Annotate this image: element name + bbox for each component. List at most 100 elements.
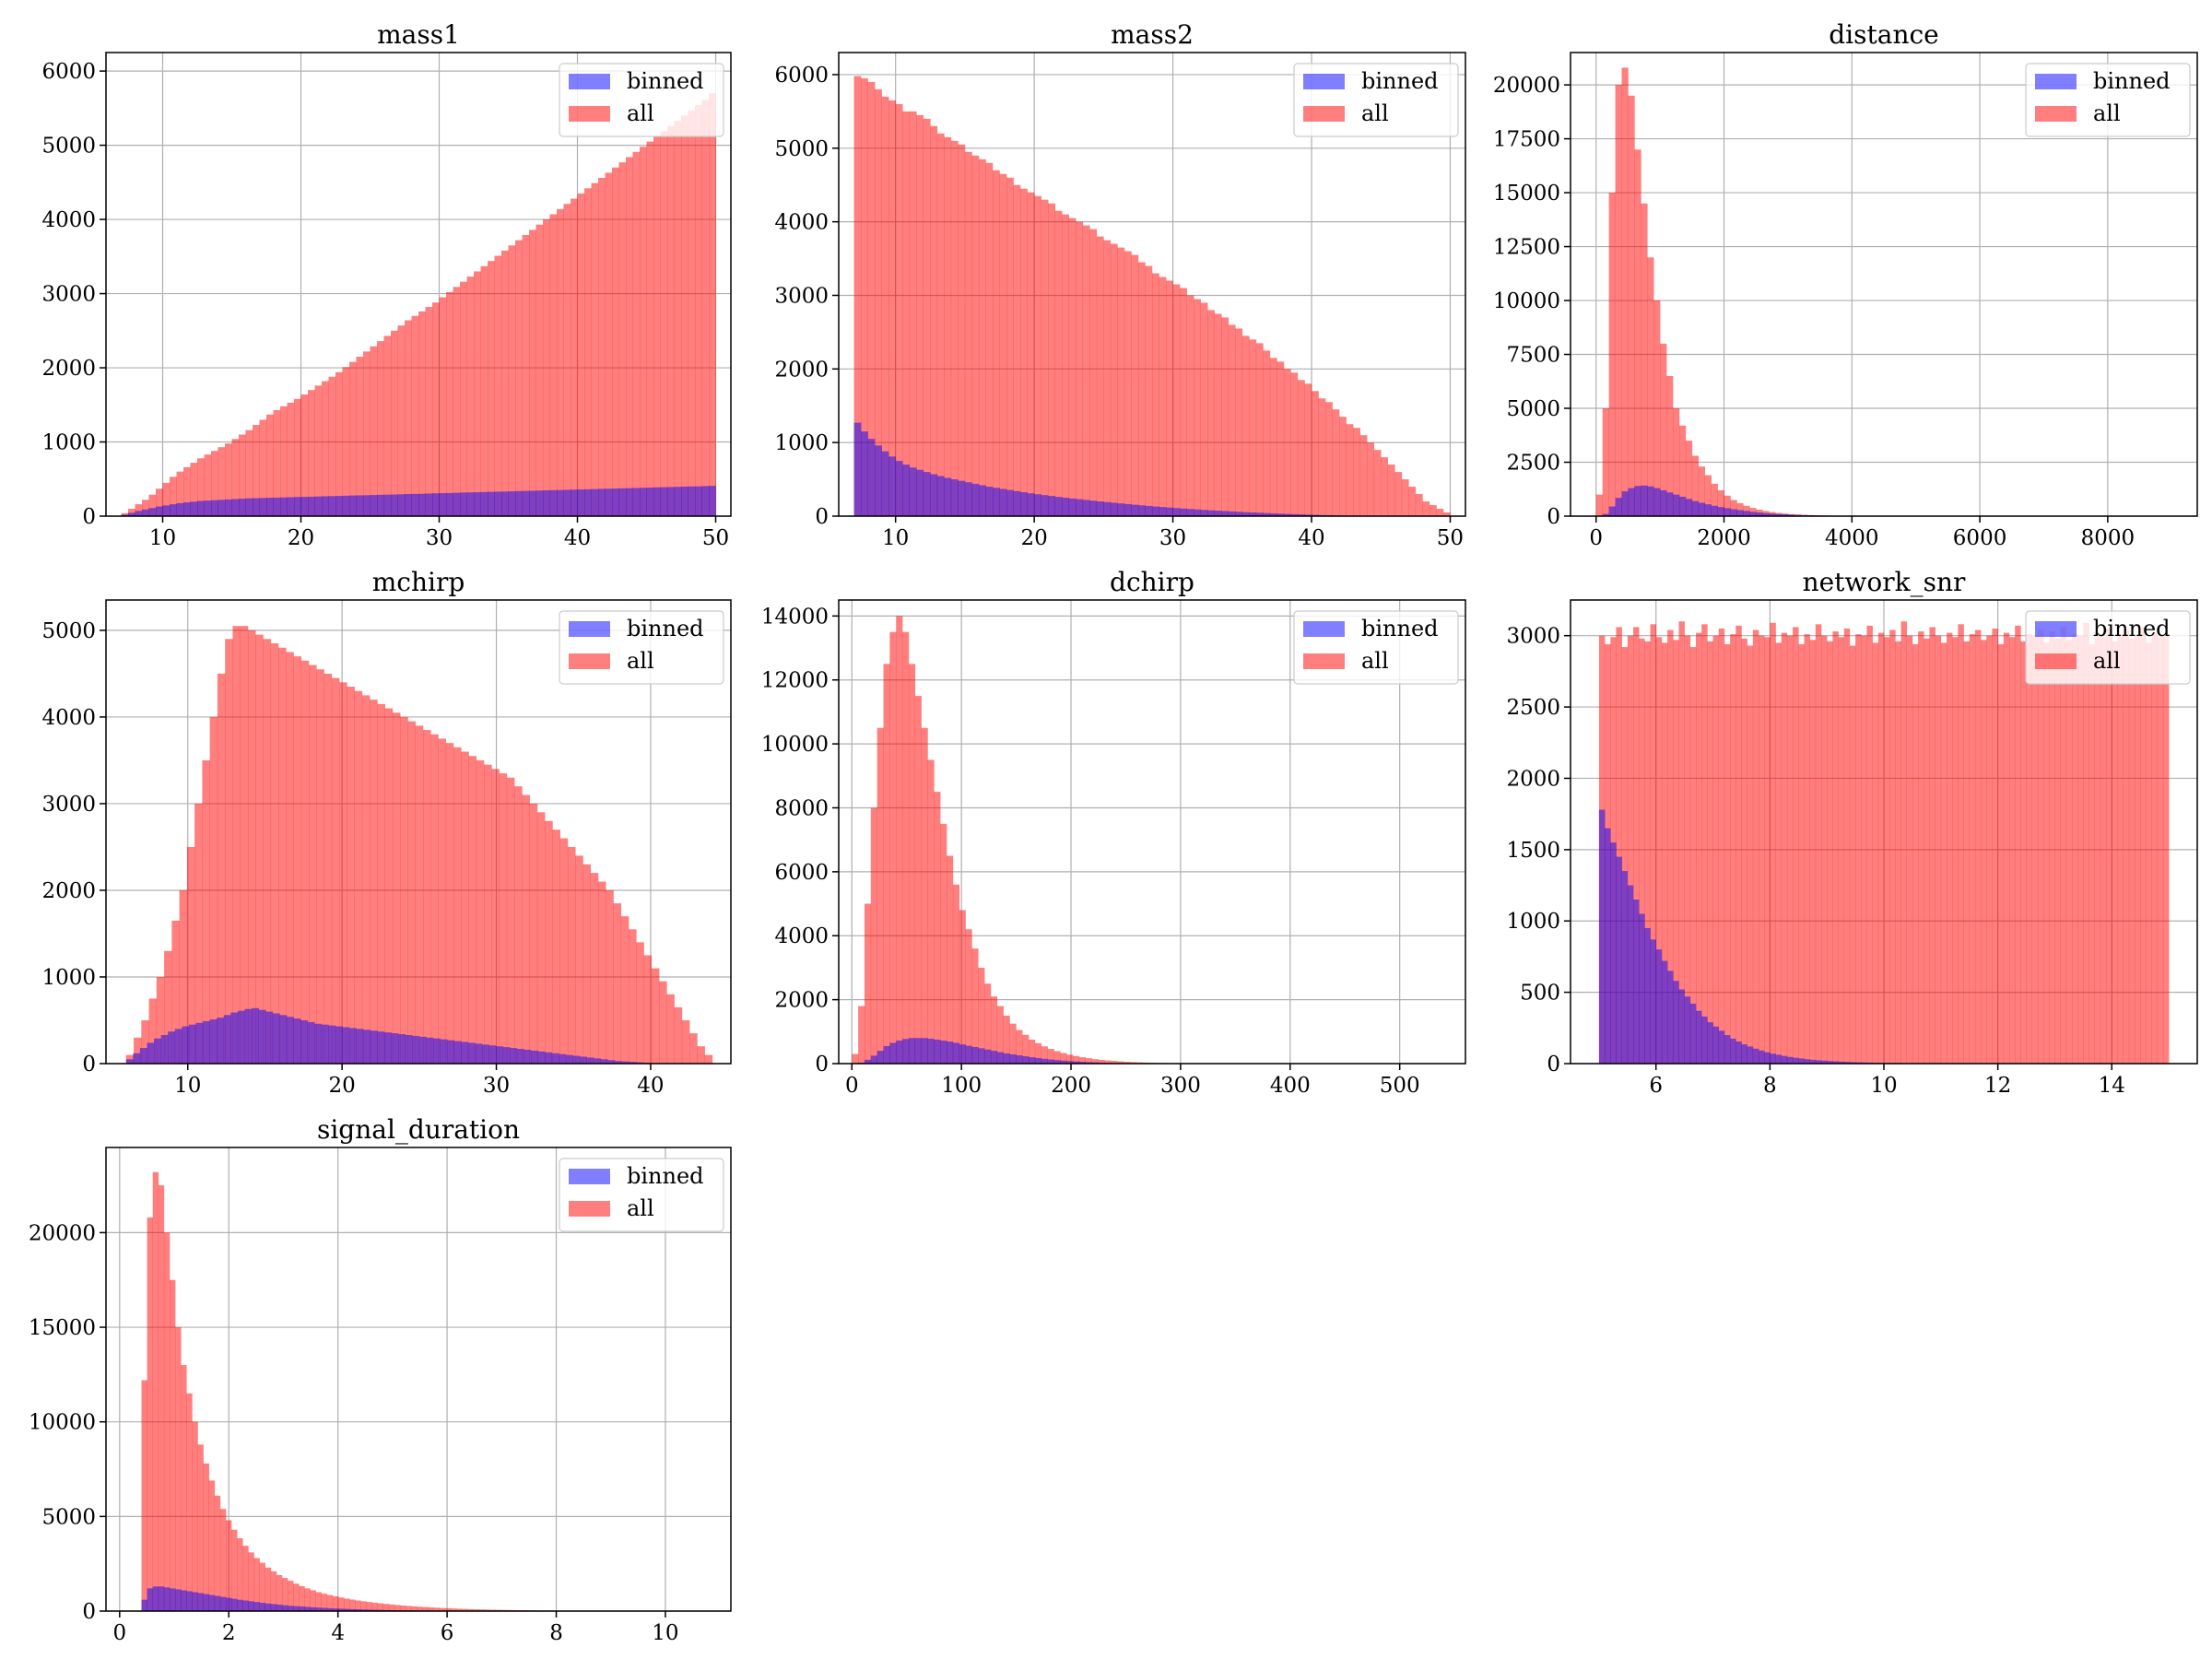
histogram-bar-all: [181, 1365, 187, 1611]
histogram-bar-binned: [294, 497, 301, 516]
histogram-bar-binned: [225, 1597, 232, 1611]
histogram-bar-all: [1647, 257, 1654, 516]
histogram-bar-binned: [598, 488, 606, 516]
histogram-bar-binned: [978, 1048, 985, 1064]
histogram-bar-binned: [632, 488, 641, 516]
histogram-bar-binned: [1730, 1038, 1736, 1064]
histogram-bar-all: [940, 823, 947, 1064]
histogram-bar-binned: [1214, 511, 1222, 516]
histogram-bar-all: [1096, 236, 1104, 516]
histogram-bar-all: [590, 873, 599, 1064]
histogram-bar-all: [2146, 642, 2152, 1064]
histogram-bar-all: [265, 1567, 272, 1611]
histogram-bar-all: [1076, 221, 1084, 516]
histogram-bar-all: [688, 110, 696, 516]
histogram-bar-all: [411, 315, 419, 516]
legend: binned all: [559, 610, 724, 685]
histogram-bar-all: [466, 276, 475, 516]
histogram-bar-all: [571, 198, 578, 516]
y-tick-label: 6000: [41, 60, 96, 84]
histogram-bar-all: [914, 696, 922, 1064]
histogram-bar-all: [1711, 483, 1718, 516]
histogram-bar-binned: [1048, 496, 1055, 516]
legend-swatch-all: [569, 653, 610, 669]
histogram-bar-all: [1798, 643, 1805, 1064]
histogram-bar-all: [383, 335, 392, 516]
histogram-bar-all: [1958, 624, 1964, 1064]
histogram-bar-all: [1269, 358, 1277, 516]
histogram-bar-all: [2112, 641, 2118, 1064]
histogram-bar-all: [1117, 247, 1125, 516]
histogram-bar-all: [370, 700, 378, 1064]
histogram-bar-all: [1764, 637, 1771, 1064]
histogram-bar-binned: [217, 1018, 225, 1064]
histogram-bar-all: [529, 229, 536, 516]
y-tick-label: 500: [1520, 982, 1560, 1006]
histogram-bar-binned: [1221, 511, 1230, 516]
histogram-bar-all: [667, 125, 675, 516]
histogram-bar-all: [360, 1601, 367, 1611]
histogram-bar-all: [361, 695, 371, 1064]
histogram-bar-binned: [958, 480, 966, 516]
histogram-bar-binned: [1117, 503, 1125, 516]
histogram-bar-binned: [621, 1061, 629, 1064]
histogram-bar-binned: [1194, 509, 1201, 516]
histogram-bar-all: [1707, 641, 1713, 1064]
histogram-bar-binned: [1793, 1057, 1799, 1064]
histogram-bar-binned: [1821, 1060, 1828, 1064]
histogram-bar-binned: [572, 1055, 581, 1064]
histogram-bar-binned: [391, 494, 398, 516]
histogram-bar-all: [992, 170, 1000, 516]
y-tick-label: 1000: [41, 966, 96, 990]
histogram-bar-binned: [1172, 508, 1181, 516]
histogram-bar-all: [356, 356, 364, 516]
x-tick-label: 10: [1870, 1074, 1897, 1098]
histogram-bar-all: [1373, 450, 1382, 516]
histogram-bar-all: [1116, 1061, 1124, 1064]
legend-label-binned: binned: [627, 68, 704, 94]
histogram-bar-all: [156, 976, 165, 1064]
histogram-bar-all: [171, 920, 180, 1064]
histogram-bar-all: [934, 792, 941, 1064]
histogram-bar-binned: [971, 483, 980, 516]
histogram-bar-all: [491, 769, 500, 1064]
histogram-bar-all: [299, 1585, 305, 1611]
histogram-bar-all: [1062, 214, 1070, 516]
histogram-bar-binned: [195, 1022, 204, 1064]
chart-title: distance: [1829, 19, 1938, 50]
histogram-bar-binned: [147, 1588, 153, 1611]
histogram-bar-all: [366, 1602, 372, 1611]
histogram-bar-binned: [908, 1038, 916, 1064]
legend-label-binned: binned: [1361, 68, 1439, 94]
histogram-bar-binned: [148, 508, 157, 516]
histogram-bar-binned: [940, 1041, 947, 1064]
histogram-bar-binned: [272, 1013, 280, 1064]
histogram-bar-all: [1228, 324, 1236, 516]
histogram-bar-all: [567, 846, 576, 1064]
histogram-bar-all: [147, 1217, 153, 1611]
histogram-bar-all: [1655, 637, 1663, 1064]
y-tick-label: 8000: [774, 796, 829, 820]
histogram-bar-all: [1615, 85, 1622, 517]
histogram-bar-all: [1129, 1062, 1136, 1064]
histogram-bar-binned: [688, 486, 696, 516]
y-tick-label: 0: [82, 1600, 96, 1624]
histogram-bar-binned: [501, 491, 509, 516]
histogram-bar-all: [1006, 177, 1014, 516]
histogram-bar-all: [1078, 1057, 1086, 1064]
series-all: [1595, 67, 1929, 517]
histogram-bar-all: [1673, 408, 1680, 516]
histogram-bar-all: [1872, 642, 1879, 1064]
histogram-bar-binned: [342, 495, 350, 516]
histogram-bar-binned: [1764, 1052, 1771, 1064]
histogram-bar-binned: [288, 1606, 294, 1611]
x-tick-label: 100: [941, 1074, 982, 1098]
histogram-bar-binned: [584, 488, 592, 516]
histogram-bar-all: [1678, 425, 1687, 516]
histogram-bar-all: [1089, 229, 1098, 516]
histogram-bar-all: [1698, 466, 1706, 516]
histogram-bar-all: [2088, 643, 2096, 1064]
histogram-bar-binned: [1207, 510, 1215, 516]
histogram-bar-binned: [535, 490, 544, 516]
histogram-bar-binned: [1621, 491, 1629, 516]
